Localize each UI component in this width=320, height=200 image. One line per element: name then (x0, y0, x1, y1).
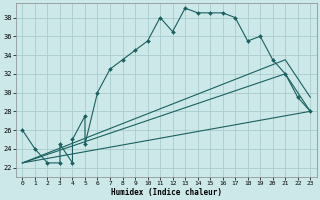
X-axis label: Humidex (Indice chaleur): Humidex (Indice chaleur) (111, 188, 222, 197)
